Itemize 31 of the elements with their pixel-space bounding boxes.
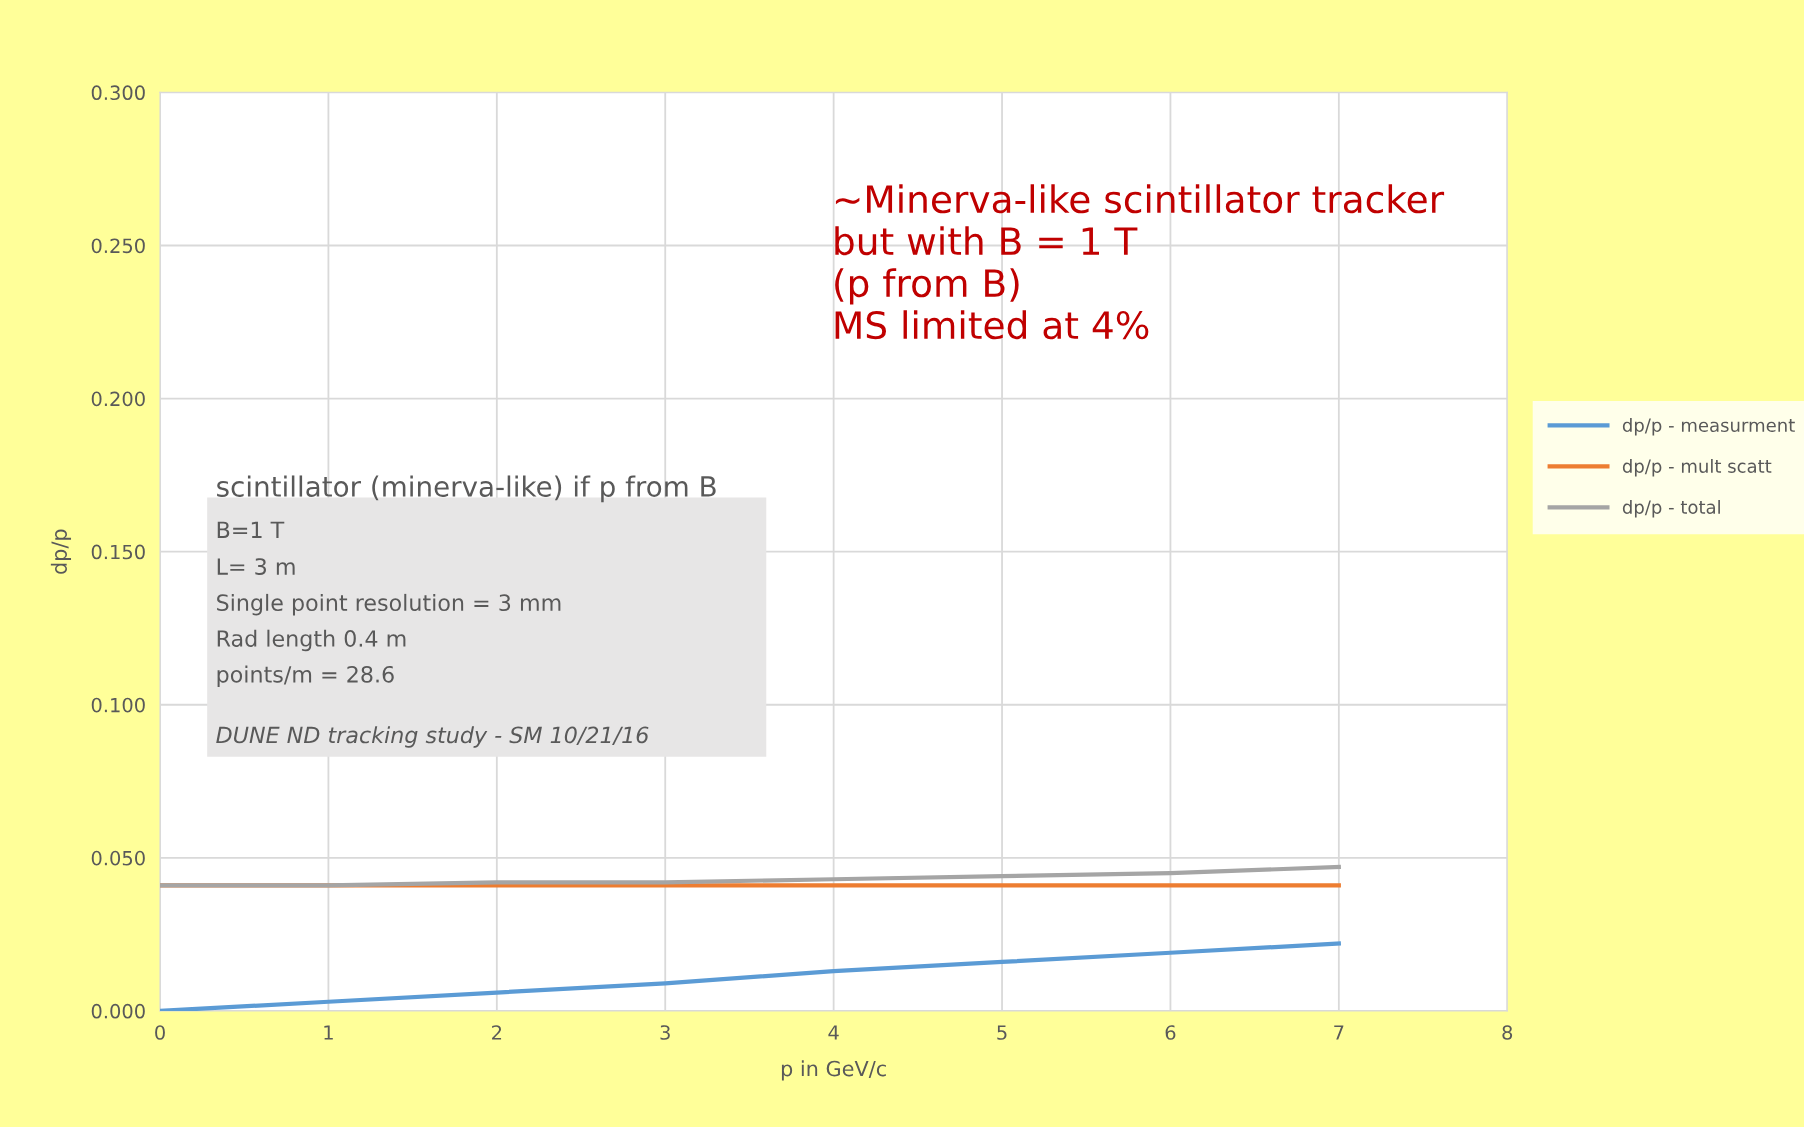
y-tick-label: 0.050 (91, 850, 145, 866)
y-tick-label: 0.200 (91, 391, 145, 407)
y-tick-label: 0.150 (91, 544, 145, 560)
x-tick-label: 5 (997, 1025, 1007, 1040)
x-tick-label: 6 (1165, 1025, 1176, 1040)
annotation: Single point resolution = 3 mm (217, 593, 561, 616)
annotation: ~Minerva-like scintillator tracker but with B = 1 T (p from B) MS limited at 4% (835, 184, 1445, 340)
y-axis-title: dp/p (50, 529, 72, 574)
x-tick-label: 7 (1334, 1025, 1344, 1040)
y-tick-label: 0.300 (91, 85, 145, 101)
legend-label: dp/p - mult scatt (1622, 458, 1772, 477)
x-tick-label: 0 (155, 1025, 165, 1040)
legend-label: dp/p - measurment (1622, 418, 1795, 436)
annotation: scintillator (minerva-like) if p from B (217, 475, 716, 503)
line-series (160, 864, 1341, 888)
y-tick-label: 0.100 (91, 697, 145, 713)
x-tick-label: 2 (492, 1025, 502, 1040)
annotation: DUNE ND tracking study - SM 10/21/16 (216, 726, 649, 748)
annotation: B=1 T (217, 521, 285, 538)
legend-label: dp/p - total (1622, 499, 1720, 518)
x-tick-label: 1 (324, 1025, 333, 1040)
line-series (160, 941, 1341, 1011)
annotation: L= 3 m (217, 558, 295, 575)
annotation: Rad length 0.4 m (217, 629, 406, 652)
x-tick-label: 8 (1502, 1025, 1513, 1040)
x-tick-label: 3 (660, 1025, 670, 1040)
y-tick-label: 0.000 (91, 1003, 145, 1019)
annotation: points/m = 28.6 (217, 665, 394, 688)
x-tick-label: 4 (828, 1025, 839, 1040)
x-axis-title: p in GeV/c (781, 1060, 886, 1081)
y-tick-label: 0.250 (91, 238, 145, 254)
